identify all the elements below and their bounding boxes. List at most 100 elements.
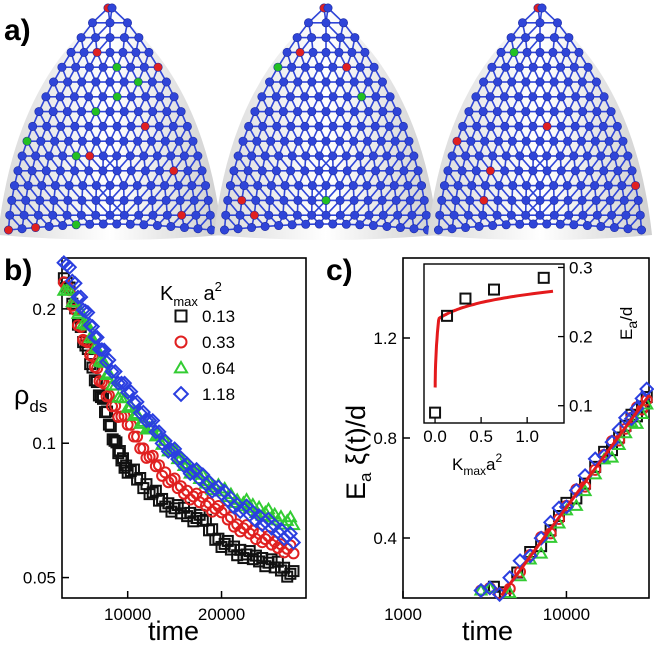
chart-c-ytick-label: 0.4 xyxy=(373,529,397,548)
chart-b-point-0.13 xyxy=(143,488,156,501)
chart-b-point-0.13 xyxy=(284,567,297,580)
mesh-node xyxy=(169,92,179,102)
chart-c-point-1.18 xyxy=(482,580,498,596)
mesh-node xyxy=(603,181,613,191)
mesh-node xyxy=(371,92,381,102)
chart-b-point-0.13 xyxy=(121,466,134,479)
defect-node-red xyxy=(485,166,495,176)
mesh-node xyxy=(166,151,176,161)
legend-label-0.13: 0.13 xyxy=(202,307,235,326)
mesh-node xyxy=(251,195,261,205)
mesh-node xyxy=(521,210,531,220)
mesh-node xyxy=(569,220,579,230)
chart-c-point-0.64 xyxy=(543,530,558,543)
mesh-node xyxy=(84,92,94,102)
mesh-node xyxy=(265,195,275,205)
mesh-node xyxy=(105,195,115,205)
mesh-node xyxy=(582,151,592,161)
mesh-node xyxy=(596,151,606,161)
mesh-node xyxy=(161,77,171,87)
mesh-node xyxy=(457,166,467,176)
panel-label-c: c) xyxy=(326,254,353,287)
mesh-node xyxy=(307,33,317,43)
chart-c-point-1.18 xyxy=(522,548,538,564)
mesh-node xyxy=(91,195,101,205)
chart-b-point-0.13 xyxy=(228,540,241,553)
mesh-node xyxy=(549,33,559,43)
mesh-node xyxy=(500,166,510,176)
mesh-node xyxy=(578,107,588,117)
mesh-node xyxy=(449,210,459,220)
mesh-node xyxy=(528,166,538,176)
mesh-node xyxy=(472,121,482,131)
mesh-node xyxy=(105,107,115,117)
mesh-node xyxy=(91,77,101,87)
mesh-node xyxy=(585,92,595,102)
mesh-node xyxy=(266,136,276,146)
mesh-node xyxy=(528,219,538,229)
mesh-node xyxy=(604,136,614,146)
mesh-node xyxy=(71,62,81,72)
mesh-node xyxy=(377,77,387,87)
mesh-node xyxy=(49,77,59,87)
mesh-node xyxy=(76,33,86,43)
mesh-node xyxy=(91,181,101,191)
mesh-node xyxy=(286,166,296,176)
mesh-node xyxy=(556,62,566,72)
mesh-node xyxy=(62,107,72,117)
mesh-node xyxy=(42,121,52,131)
mesh-node xyxy=(314,92,324,102)
mesh-node xyxy=(480,136,490,146)
mesh-node xyxy=(501,220,511,230)
mesh-node xyxy=(314,219,324,229)
mesh-node xyxy=(133,195,143,205)
mesh-node xyxy=(162,107,172,117)
chart-b-point-0.64 xyxy=(62,283,77,296)
mesh-node xyxy=(36,136,46,146)
mesh-node xyxy=(382,221,392,231)
mesh-node xyxy=(58,221,68,231)
mesh-node xyxy=(77,107,87,117)
mesh-node xyxy=(50,181,60,191)
chart-b-point-1.18 xyxy=(120,384,136,401)
chart-b-ytick-label: 0.05 xyxy=(23,569,56,588)
mesh-node xyxy=(50,136,60,146)
mesh-node xyxy=(286,121,296,131)
mesh-node xyxy=(521,77,531,87)
mesh-node xyxy=(356,166,366,176)
mesh-node xyxy=(474,151,484,161)
defect-node-green xyxy=(112,92,122,102)
mesh-node xyxy=(328,151,338,161)
chart-b-point-1.18 xyxy=(101,352,117,368)
mesh-node xyxy=(321,107,331,117)
mesh-node xyxy=(341,219,351,229)
mesh-node xyxy=(569,151,579,161)
mesh-node xyxy=(223,195,233,205)
mesh-node xyxy=(144,47,154,57)
mesh-node xyxy=(152,221,162,231)
defect-node-red xyxy=(31,223,41,233)
mesh-node xyxy=(376,181,386,191)
mesh-node xyxy=(253,181,263,191)
mesh-node xyxy=(433,225,443,235)
mesh-node xyxy=(633,195,643,205)
chart-b-point-1.18 xyxy=(91,341,108,358)
mesh-node xyxy=(294,181,304,191)
mesh-node xyxy=(55,92,65,102)
mesh-node xyxy=(328,92,338,102)
mesh-node xyxy=(535,195,545,205)
chart-b-point-1.18 xyxy=(285,534,302,551)
mesh-node xyxy=(555,151,565,161)
mesh-node xyxy=(368,221,378,231)
mesh-node xyxy=(105,210,115,220)
chart-b-point-1.18 xyxy=(138,413,155,429)
mesh-node xyxy=(356,121,366,131)
mesh-node xyxy=(461,151,471,161)
mesh-node xyxy=(155,166,165,176)
chart-b-point-0.13 xyxy=(106,433,119,446)
mesh-node xyxy=(368,151,378,161)
mesh-node xyxy=(183,166,193,176)
chart-b-point-1.18 xyxy=(151,424,167,440)
mesh-node xyxy=(465,195,475,205)
mesh-node xyxy=(278,210,288,220)
